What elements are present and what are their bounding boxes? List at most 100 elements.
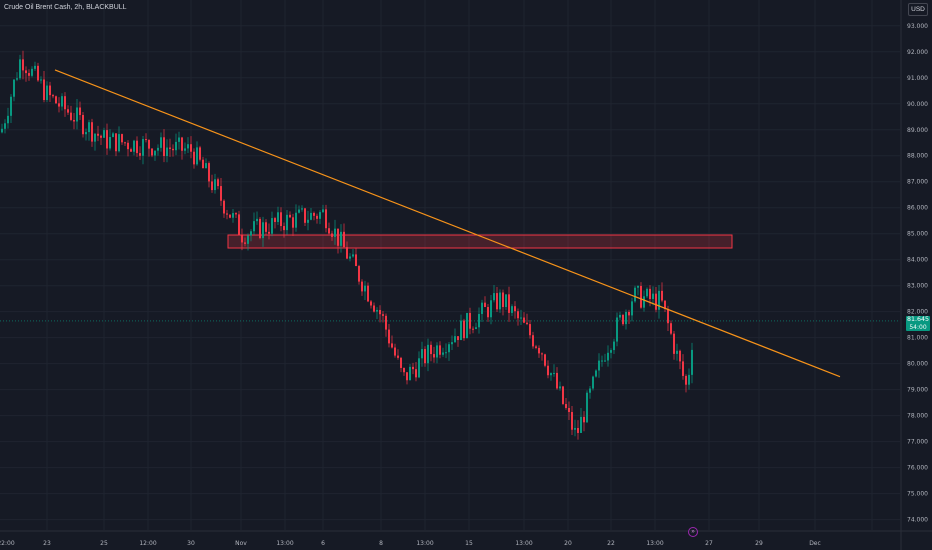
candle-body bbox=[208, 163, 210, 182]
candle-body bbox=[355, 254, 357, 267]
candle-body bbox=[448, 344, 450, 353]
candle-body bbox=[601, 360, 603, 362]
candle-body bbox=[613, 341, 615, 351]
candle-body bbox=[439, 345, 441, 355]
candle-body bbox=[232, 213, 234, 218]
trendline[interactable] bbox=[54, 69, 841, 378]
candle-body bbox=[496, 293, 498, 310]
candle-body bbox=[136, 140, 138, 154]
candle-body bbox=[679, 350, 681, 362]
candle-body bbox=[559, 386, 561, 389]
candle-body bbox=[115, 133, 117, 152]
candle-body bbox=[289, 214, 291, 218]
price-tick-label: 79.000 bbox=[907, 387, 928, 394]
candle-body bbox=[67, 109, 69, 113]
candle-body bbox=[139, 153, 141, 156]
candle-body bbox=[97, 133, 99, 136]
candle-body bbox=[229, 214, 231, 218]
candle-body bbox=[565, 404, 567, 408]
candle-body bbox=[10, 96, 12, 116]
price-axis[interactable]: 93.000 92.000 91.000 90.000 89.000 88.000 87.0… bbox=[907, 23, 928, 524]
last-price-value: 81.645 bbox=[906, 315, 930, 323]
candle-body bbox=[304, 208, 306, 223]
candle-body bbox=[391, 343, 393, 348]
candle-body bbox=[118, 134, 120, 152]
price-tick-label: 75.000 bbox=[907, 491, 928, 498]
trendline-line bbox=[54, 69, 841, 378]
candle-body bbox=[322, 209, 324, 213]
candle-body bbox=[319, 212, 321, 219]
candle-body bbox=[571, 412, 573, 430]
candle-body bbox=[454, 336, 456, 343]
candle-body bbox=[376, 309, 378, 312]
price-tick-label: 76.000 bbox=[907, 465, 928, 472]
candle-body bbox=[235, 213, 237, 215]
candle-body bbox=[220, 186, 222, 201]
candle-body bbox=[259, 218, 261, 239]
candle-body bbox=[283, 226, 285, 231]
candle-body bbox=[373, 305, 375, 312]
price-tick-label: 87.000 bbox=[907, 179, 928, 186]
candle-body bbox=[475, 327, 477, 329]
candle-body bbox=[103, 130, 105, 138]
candle-body bbox=[172, 148, 174, 151]
candle-body bbox=[499, 292, 501, 310]
candle-body bbox=[196, 147, 198, 165]
candle-body bbox=[622, 314, 624, 325]
last-price-tag: 81.645 54:00 bbox=[906, 315, 930, 331]
candle-body bbox=[628, 311, 630, 316]
candle-body bbox=[493, 293, 495, 301]
candle-body bbox=[46, 85, 48, 101]
candle-body bbox=[286, 214, 288, 231]
candle-body bbox=[262, 222, 264, 239]
price-tick-label: 78.000 bbox=[907, 413, 928, 420]
candle-body bbox=[184, 148, 186, 151]
time-tick-label: 12:00 bbox=[139, 540, 156, 547]
candle-body bbox=[568, 407, 570, 413]
resistance-zone[interactable] bbox=[227, 234, 733, 249]
candle-body bbox=[418, 358, 420, 378]
candle-body bbox=[643, 296, 645, 308]
candle-body bbox=[337, 228, 339, 246]
candle-body bbox=[13, 79, 15, 97]
candle-body bbox=[187, 144, 189, 149]
candle-body bbox=[631, 301, 633, 316]
time-axis[interactable]: 22:00 23 25 12:00 30 Nov 13:00 6 8 13:00 15 13:00 20… bbox=[0, 540, 821, 547]
goto-realtime-button[interactable]: » bbox=[688, 527, 698, 537]
candle-body bbox=[664, 300, 666, 309]
candle-body bbox=[40, 79, 42, 81]
candle-body bbox=[340, 231, 342, 246]
candle-body bbox=[358, 266, 360, 282]
candle-body bbox=[214, 179, 216, 191]
candle-body bbox=[505, 294, 507, 308]
candle-body bbox=[193, 151, 195, 165]
symbol-title[interactable]: Crude Oil Brent Cash, 2h, BLACKBULL bbox=[4, 4, 127, 11]
candle-body bbox=[301, 208, 303, 210]
candle-body bbox=[148, 139, 150, 149]
candle-body bbox=[652, 293, 654, 300]
candle-body bbox=[325, 209, 327, 229]
candle-body bbox=[31, 68, 33, 76]
candle-body bbox=[349, 256, 351, 259]
candle-body bbox=[121, 134, 123, 143]
candle-body bbox=[661, 290, 663, 301]
candle-body bbox=[367, 285, 369, 302]
candle-body bbox=[676, 350, 678, 354]
candle-body bbox=[202, 159, 204, 169]
time-tick-label: 13:00 bbox=[276, 540, 293, 547]
currency-button[interactable]: USD bbox=[908, 3, 928, 16]
candle-body bbox=[469, 312, 471, 329]
candle-body bbox=[244, 242, 246, 244]
candle-body bbox=[331, 233, 333, 237]
candle-body bbox=[268, 231, 270, 234]
price-tick-label: 92.000 bbox=[907, 49, 928, 56]
candle-body bbox=[106, 130, 108, 149]
candle-body bbox=[466, 312, 468, 339]
candle-body bbox=[379, 309, 381, 315]
candle-body bbox=[460, 320, 462, 341]
candle-body bbox=[316, 215, 318, 219]
candle-body bbox=[352, 254, 354, 257]
time-tick-label: 15 bbox=[465, 540, 473, 547]
candle-body bbox=[610, 350, 612, 353]
